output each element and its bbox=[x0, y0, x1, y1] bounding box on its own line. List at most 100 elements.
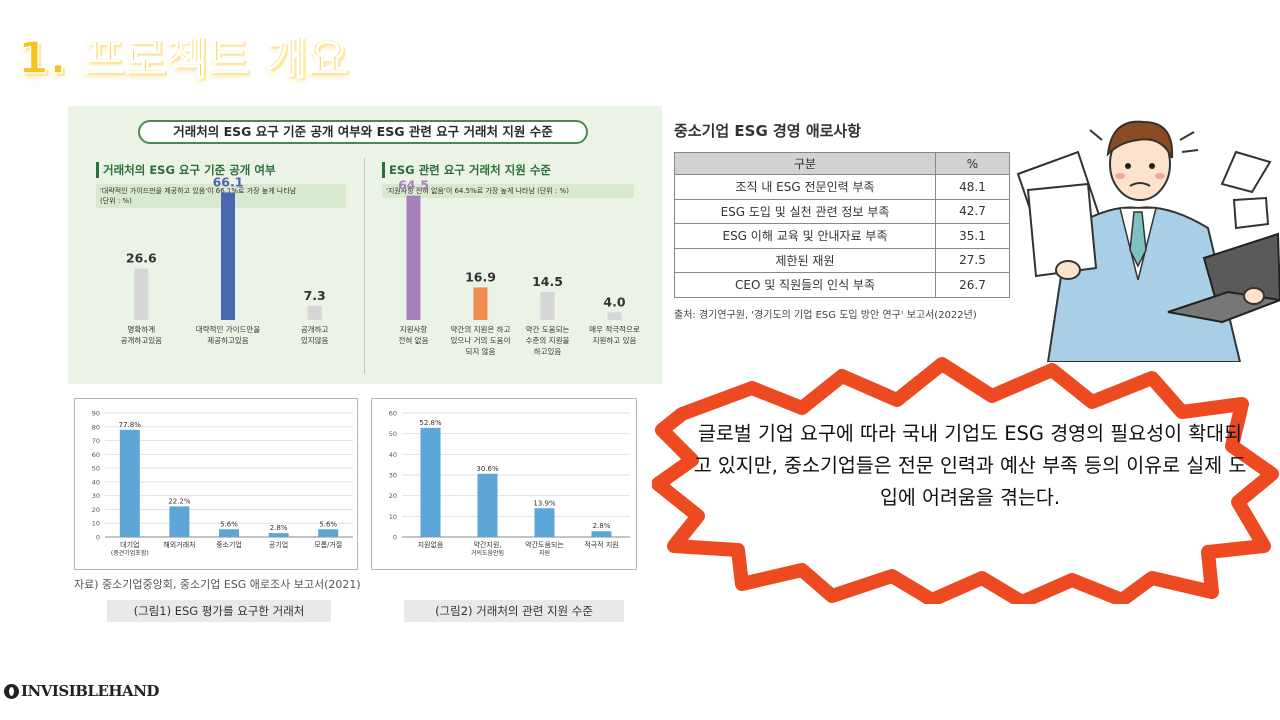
bar bbox=[420, 427, 441, 537]
bar bbox=[119, 429, 140, 537]
table-header-percent: % bbox=[935, 152, 1010, 175]
y-tick-label: 50 bbox=[389, 430, 397, 438]
panel-divider bbox=[364, 158, 365, 374]
data-label: 26.6 bbox=[126, 251, 157, 266]
y-tick-label: 50 bbox=[92, 465, 100, 473]
y-tick-label: 20 bbox=[92, 506, 100, 514]
survey-panel-header: 거래처의 ESG 요구 기준 공개 여부와 ESG 관련 요구 거래처 지원 수… bbox=[138, 120, 588, 144]
y-tick-label: 40 bbox=[92, 478, 100, 486]
table-cell-percent: 27.5 bbox=[935, 247, 1010, 273]
difficulty-table: 구분 % 조직 내 ESG 전문인력 부족 48.1 ESG 도입 및 실천 관련… bbox=[674, 152, 1010, 298]
caption-2: (그림2) 거래처의 관련 지원 수준 bbox=[404, 600, 624, 622]
y-tick-label: 30 bbox=[92, 492, 100, 500]
table-title: 중소기업 ESG 경영 애로사항 bbox=[674, 122, 862, 140]
chart-box-1: 0 10 20 30 40 50 60 70 80 90 77.8% 대기업 (중견기업포함) 22.2%… bbox=[74, 398, 358, 570]
y-tick-label: 90 bbox=[92, 410, 100, 418]
hair-icon bbox=[1106, 120, 1174, 159]
left-subchart-title: 거래처의 ESG 요구 기준 공개 여부 bbox=[96, 162, 346, 178]
category-label: 공개하고 bbox=[301, 324, 329, 334]
category-label: 지원사항 bbox=[400, 325, 428, 334]
right-subchart-title: ESG 관련 요구 거래처 지원 수준 bbox=[382, 162, 634, 178]
data-label: 16.9 bbox=[465, 269, 496, 284]
table-cell-category: CEO 및 직원들의 인식 부족 bbox=[674, 272, 936, 298]
bar bbox=[134, 268, 149, 320]
logo-mark-icon bbox=[4, 683, 19, 699]
bar bbox=[477, 473, 498, 537]
category-label: 수준의 지원을 bbox=[526, 335, 570, 345]
bar bbox=[591, 531, 612, 537]
bar bbox=[307, 305, 322, 320]
right-note-line1: '지원사항 전혀 없음'이 64.5%로 가장 높게 나타남 (단위 : %) bbox=[386, 187, 569, 195]
survey-panel: 거래처의 ESG 요구 기준 공개 여부와 ESG 관련 요구 거래처 지원 수… bbox=[68, 106, 662, 384]
caption-1: (그림1) ESG 평가를 요구한 거래처 bbox=[107, 600, 331, 622]
bar bbox=[540, 292, 555, 320]
table-source: 출처: 경기연구원, '경기도의 기업 ESG 도입 방안 연구' 보고서(20… bbox=[674, 310, 977, 321]
chart-box-2: 0 10 20 30 40 50 60 52.8% 지원없음 30.6% 약간지원, 거의도움안됨 13… bbox=[371, 398, 637, 570]
data-label: 22.2% bbox=[168, 497, 191, 505]
table-cell-category: ESG 이해 교육 및 안내자료 부족 bbox=[674, 223, 936, 249]
category-label: 거의도움안됨 bbox=[471, 549, 504, 557]
data-label: 52.8% bbox=[419, 419, 442, 427]
data-label: 5.6% bbox=[319, 520, 337, 528]
category-label: 전혀 없음 bbox=[399, 335, 429, 345]
slide-title: 1. 프로젝트 개요 bbox=[17, 32, 349, 85]
burst-callout-shape bbox=[652, 357, 1279, 604]
category-label: 대기업 bbox=[120, 540, 139, 549]
bar bbox=[534, 508, 555, 537]
y-tick-label: 60 bbox=[92, 451, 100, 459]
y-tick-label: 70 bbox=[92, 437, 100, 445]
bar bbox=[473, 287, 488, 320]
document-icon bbox=[1026, 182, 1098, 278]
category-label: 약간도움되는 bbox=[525, 540, 564, 549]
bar bbox=[219, 529, 239, 537]
table-cell-category: ESG 도입 및 실천 관련 정보 부족 bbox=[674, 198, 936, 224]
table-cell-percent: 35.1 bbox=[935, 223, 1010, 249]
right-subchart-note: '지원사항 전혀 없음'이 64.5%로 가장 높게 나타남 (단위 : %) bbox=[382, 184, 634, 198]
y-tick-label: 30 bbox=[389, 472, 397, 480]
paper-icon bbox=[1220, 150, 1272, 194]
data-label: 14.5 bbox=[532, 274, 563, 289]
paper-icon bbox=[1232, 196, 1270, 230]
bar bbox=[169, 506, 190, 537]
category-label: 있지않음 bbox=[301, 336, 329, 345]
y-tick-label: 60 bbox=[389, 410, 397, 418]
category-label: 지원없음 bbox=[418, 540, 444, 549]
data-label: 30.6% bbox=[476, 465, 499, 473]
y-tick-label: 0 bbox=[96, 534, 100, 542]
stressed-businessman-illustration bbox=[1016, 120, 1280, 362]
y-tick-label: 40 bbox=[389, 451, 397, 459]
y-tick-label: 0 bbox=[393, 534, 397, 542]
table-header-category: 구분 bbox=[674, 152, 936, 175]
table-row: CEO 및 직원들의 인식 부족 26.7 bbox=[674, 272, 1010, 298]
tie-icon bbox=[1129, 211, 1147, 268]
category-label: 대략적인 가이드만을 bbox=[196, 324, 261, 334]
category-label: 명확하게 bbox=[128, 324, 156, 334]
callout-text: 글로벌 기업 요구에 따라 국내 기업도 ESG 경영의 필요성이 확대되고 있… bbox=[693, 422, 1247, 509]
category-label: 해외거래처 bbox=[163, 540, 195, 549]
data-label: 7.3 bbox=[304, 288, 326, 303]
category-label: 매우 적극적으로 bbox=[589, 324, 640, 334]
category-label: (중견기업포함) bbox=[111, 549, 149, 557]
table-row: ESG 도입 및 실천 관련 정보 부족 42.7 bbox=[674, 198, 1010, 224]
left-note-line1: '대략적인 가이드만을 제공하고 있음'이 66.1%로 가장 높게 나타남 bbox=[100, 187, 297, 195]
category-label: 지원하고 있음 bbox=[593, 335, 637, 345]
table-cell-percent: 42.7 bbox=[935, 198, 1010, 224]
category-label: 모름/거절 bbox=[314, 540, 342, 549]
esg-evaluation-bar-chart: 0 10 20 30 40 50 60 70 80 90 77.8% 대기업(중견기업포함) 22.2%… bbox=[92, 410, 353, 557]
data-label: 77.8% bbox=[119, 421, 142, 429]
category-label: 약간지원, bbox=[474, 540, 502, 549]
y-tick-label: 20 bbox=[389, 492, 397, 500]
data-label: 4.0 bbox=[603, 294, 625, 309]
data-label: 2.8% bbox=[270, 524, 288, 532]
table-cell-percent: 26.7 bbox=[935, 272, 1010, 298]
brand-logo: INVISIBLEHAND bbox=[4, 682, 159, 700]
category-label: 약간의 지원은 하고 bbox=[451, 324, 511, 334]
left-note-line2: (단위 : %) bbox=[100, 197, 132, 205]
category-label: 되지 않음 bbox=[466, 347, 496, 356]
bar bbox=[318, 529, 339, 537]
category-label: 공기업 bbox=[269, 540, 288, 549]
category-label: 약간 도움되는 bbox=[526, 324, 570, 334]
table-header-row: 구분 % bbox=[674, 152, 1010, 175]
table-row: 제한된 재원 27.5 bbox=[674, 247, 1010, 273]
